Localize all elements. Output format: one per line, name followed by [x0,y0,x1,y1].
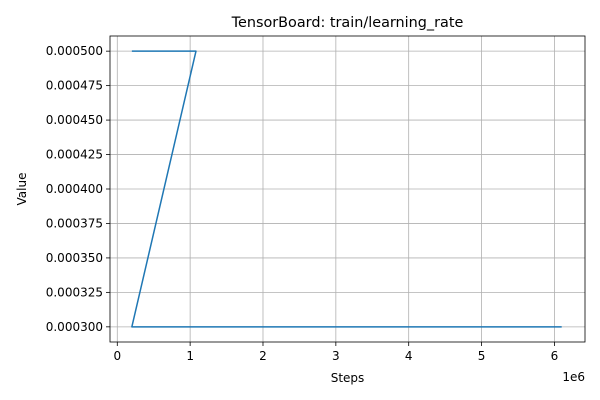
grid-lines [110,36,585,342]
x-tick-label: 5 [478,349,486,363]
x-tick-label: 2 [259,349,267,363]
y-tick-label: 0.000425 [46,148,103,162]
x-tick-label: 4 [405,349,413,363]
axis-ticks: 0 1 2 3 4 5 6 0.000300 0.000325 0.000350 0.000375 0… [46,44,558,363]
x-axis-label: Steps [331,371,365,385]
y-tick-label: 0.000375 [46,216,103,230]
series-line-0 [131,50,562,328]
chart-title: TensorBoard: train/learning_rate [231,15,464,31]
y-tick-label: 0.000300 [46,320,103,334]
y-tick-label: 0.000325 [46,285,103,299]
x-tick-label: 0 [113,349,121,363]
y-axis-label: Value [15,173,29,206]
series-layer [131,50,562,328]
y-tick-label: 0.000500 [46,44,103,58]
y-tick-label: 0.000475 [46,79,103,93]
x-axis-offset-label: 1e6 [562,370,585,384]
x-tick-label: 1 [186,349,194,363]
y-tick-label: 0.000400 [46,182,103,196]
y-tick-label: 0.000350 [46,251,103,265]
y-tick-label: 0.000450 [46,113,103,127]
x-tick-label: 6 [551,349,559,363]
x-tick-label: 3 [332,349,340,363]
